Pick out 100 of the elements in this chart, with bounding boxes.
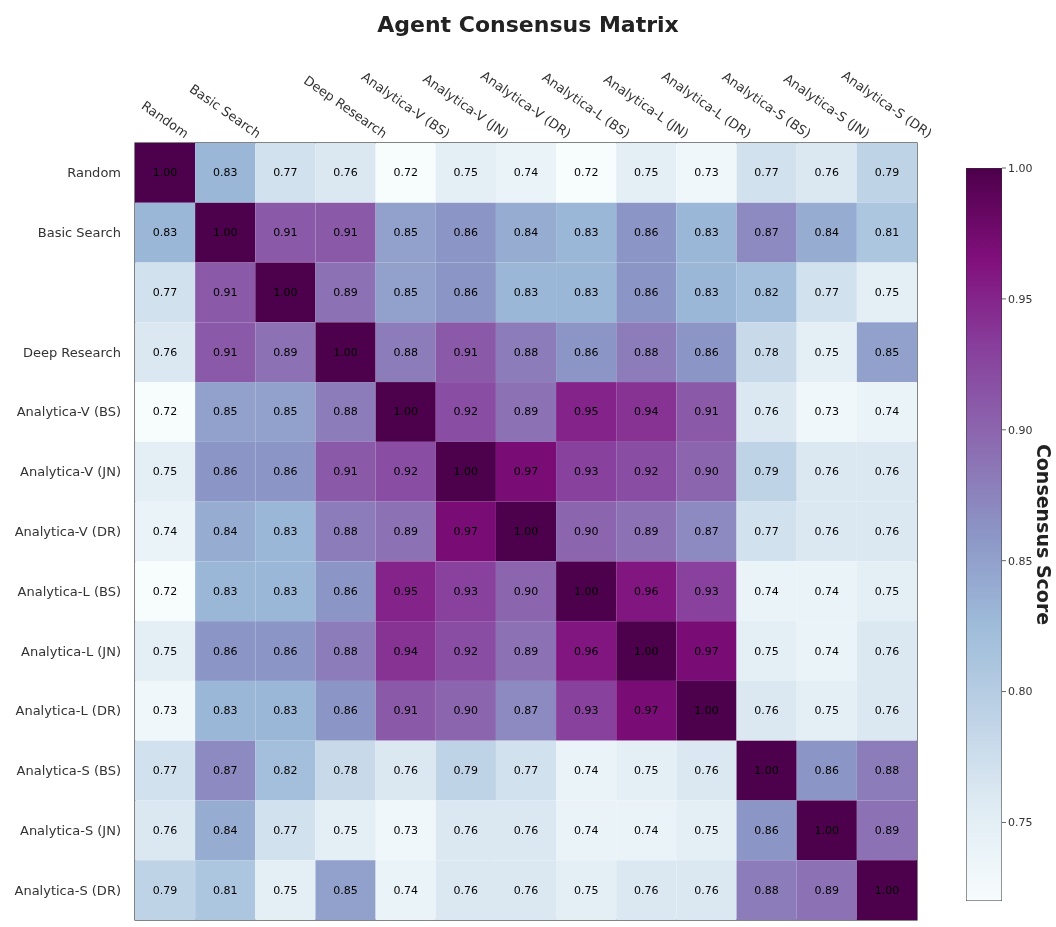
y-tick-label: Analytica-L (DR) [15, 703, 121, 719]
data-label: 0.85 [393, 226, 418, 240]
data-label: 0.74 [814, 584, 840, 598]
data-label: 0.72 [573, 166, 599, 180]
data-label: 0.91 [333, 226, 358, 240]
data-label: 0.83 [273, 704, 298, 718]
data-label: 0.75 [273, 883, 298, 897]
data-label: 0.74 [152, 525, 178, 538]
data-label: 0.86 [333, 704, 358, 718]
data-label: 0.90 [694, 465, 719, 479]
data-label: 0.76 [694, 764, 719, 778]
data-label: 0.97 [513, 465, 539, 479]
data-label: 0.94 [393, 644, 418, 658]
data-label: 0.77 [754, 525, 779, 538]
data-label: 0.76 [694, 883, 719, 897]
y-tick-label: Analytica-S (JN) [19, 822, 121, 838]
data-label: 0.89 [513, 644, 539, 658]
data-label: 0.85 [273, 405, 298, 419]
y-tick-label: Analytica-L (JN) [21, 643, 121, 659]
y-tick-label: Analytica-S (BS) [16, 763, 121, 779]
data-label: 0.88 [874, 764, 900, 778]
data-label: 0.85 [212, 405, 238, 419]
data-label: 0.91 [393, 704, 418, 718]
data-label: 1.00 [513, 525, 539, 538]
data-label: 0.76 [513, 883, 539, 897]
data-label: 0.73 [694, 166, 719, 180]
data-label: 0.77 [152, 764, 178, 778]
data-label: 0.95 [393, 584, 418, 598]
data-label: 0.84 [513, 226, 539, 240]
data-label: 0.77 [814, 285, 840, 299]
data-label: 0.76 [152, 345, 178, 359]
data-label: 0.75 [754, 644, 779, 658]
data-label: 0.97 [694, 644, 719, 658]
data-label: 0.96 [634, 584, 659, 598]
data-label: 0.72 [393, 166, 418, 180]
data-label: 0.84 [814, 226, 840, 240]
data-label: 0.83 [152, 226, 178, 240]
data-label: 0.74 [874, 405, 900, 419]
data-label: 0.86 [754, 823, 779, 837]
y-tick-label: Analytica-V (DR) [14, 524, 121, 539]
data-label: 0.81 [874, 226, 900, 240]
data-label: 0.89 [634, 525, 659, 538]
data-label: 0.76 [814, 465, 840, 479]
data-label: 0.75 [814, 704, 840, 718]
data-label: 0.78 [333, 764, 358, 778]
data-label: 0.74 [573, 764, 599, 778]
data-label: 0.93 [573, 704, 599, 718]
data-label: 0.81 [212, 883, 238, 897]
data-label: 0.84 [212, 823, 238, 837]
data-label: 0.75 [573, 883, 599, 897]
data-label: 0.82 [754, 285, 779, 299]
data-label: 0.97 [453, 525, 479, 538]
data-label: 0.73 [814, 405, 840, 419]
data-label: 0.93 [694, 584, 719, 598]
data-label: 0.75 [152, 465, 178, 479]
data-label: 0.91 [333, 465, 358, 479]
data-label: 0.79 [453, 764, 479, 778]
data-label: 1.00 [152, 166, 178, 180]
data-label: 0.89 [273, 345, 298, 359]
data-label: 0.96 [573, 644, 599, 658]
data-label: 0.72 [152, 584, 178, 598]
data-label: 0.76 [513, 823, 539, 837]
data-label: 0.92 [634, 465, 659, 479]
data-label: 0.75 [634, 166, 659, 180]
data-label: 0.87 [694, 525, 719, 538]
data-label: 0.85 [393, 285, 418, 299]
data-label: 0.74 [814, 644, 840, 658]
data-label: 1.00 [694, 704, 719, 718]
data-label: 0.89 [393, 525, 418, 538]
data-label: 0.89 [333, 285, 358, 299]
data-label: 0.87 [513, 704, 539, 718]
data-label: 0.76 [634, 883, 659, 897]
data-label: 0.89 [874, 823, 900, 837]
data-label: 0.97 [634, 704, 659, 718]
data-label: 0.79 [152, 883, 178, 897]
data-label: 0.86 [212, 644, 238, 658]
data-label: 0.75 [634, 764, 659, 778]
data-label: 1.00 [573, 584, 599, 598]
data-label: 0.92 [453, 644, 479, 658]
data-label: 0.78 [754, 345, 779, 359]
chart-title: Agent Consensus Matrix [376, 12, 680, 37]
data-label: 0.82 [273, 764, 298, 778]
data-label: 0.74 [393, 883, 418, 897]
y-tick-label: Basic Search [37, 225, 121, 241]
color-bar-label: 0.95 [1008, 292, 1033, 306]
data-label: 0.77 [273, 823, 298, 837]
color-bar-label: 0.75 [1008, 816, 1033, 830]
data-label: 0.83 [212, 166, 238, 180]
data-label: 0.94 [634, 405, 659, 419]
data-label: 0.88 [333, 525, 358, 538]
y-tick-label: Analytica-L (BS) [17, 583, 121, 599]
data-label: 1.00 [874, 883, 900, 897]
data-label: 0.88 [513, 345, 539, 359]
data-label: 0.73 [393, 823, 418, 837]
data-label: 0.91 [273, 226, 298, 240]
data-label: 0.77 [754, 166, 779, 180]
data-label: 0.90 [453, 704, 479, 718]
data-label: 0.83 [573, 226, 599, 240]
data-label: 1.00 [393, 405, 418, 419]
data-label: 1.00 [212, 226, 238, 240]
